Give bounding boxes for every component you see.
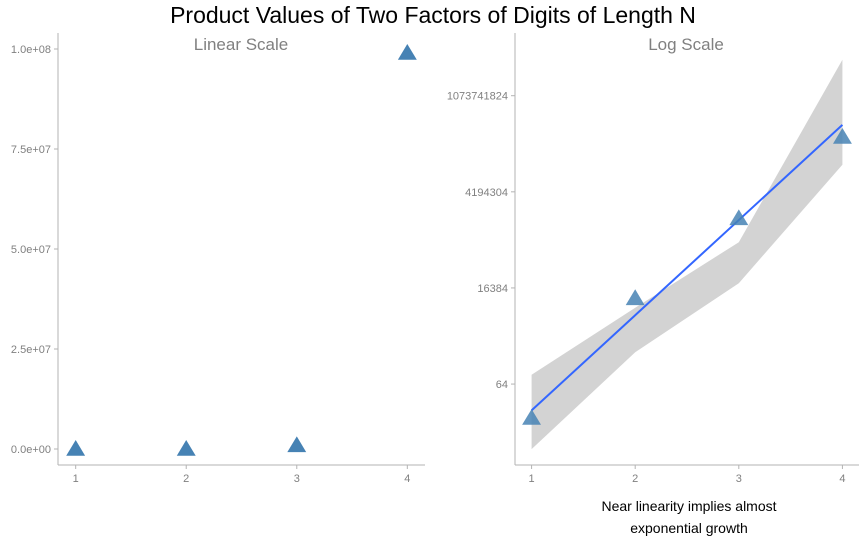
x-tick-label: 4: [839, 473, 845, 485]
data-point: [625, 289, 645, 306]
x-tick-label: 1: [73, 473, 79, 485]
data-point: [833, 128, 852, 144]
linear-scale-panel: Linear Scale 0.0e+00 2.5e+07 5.0e+07 7.5e+07…: [11, 33, 425, 485]
x-tick-label: 2: [632, 473, 638, 485]
caption-line: exponential growth: [630, 520, 748, 536]
x-tick-label: 2: [183, 473, 189, 485]
y-tick-label: 4194304: [465, 187, 508, 199]
y-tick-label: 5.0e+07: [11, 244, 51, 256]
data-point: [522, 409, 541, 425]
panel-title: Log Scale: [648, 35, 724, 54]
y-tick-label: 16384: [477, 283, 508, 295]
data-point: [66, 440, 86, 456]
x-tick-label: 1: [529, 473, 535, 485]
caption-line: Near linearity implies almost: [601, 498, 776, 514]
x-tick-label: 4: [404, 473, 410, 485]
y-tick-label: 0.0e+00: [11, 444, 51, 456]
data-point: [397, 44, 417, 60]
y-tick-label: 1073741824: [447, 91, 508, 103]
y-tick-label: 2.5e+07: [11, 344, 51, 356]
x-tick-label: 3: [736, 473, 742, 485]
fit-line: [530, 124, 844, 412]
data-point: [287, 436, 307, 453]
panel-title: Linear Scale: [194, 35, 289, 54]
x-tick-label: 3: [294, 473, 300, 485]
data-point: [729, 209, 749, 226]
data-point: [176, 440, 196, 456]
log-scale-panel: Log Scale 64 16384 4194304 1073741824 1 2 3 4 Nea…: [447, 33, 859, 536]
y-tick-label: 64: [496, 379, 508, 391]
confidence-band: [531, 59, 843, 450]
chart-title: Product Values of Two Factors of Digits …: [170, 2, 696, 28]
y-tick-label: 7.5e+07: [11, 144, 51, 156]
y-tick-label: 1.0e+08: [11, 44, 51, 56]
